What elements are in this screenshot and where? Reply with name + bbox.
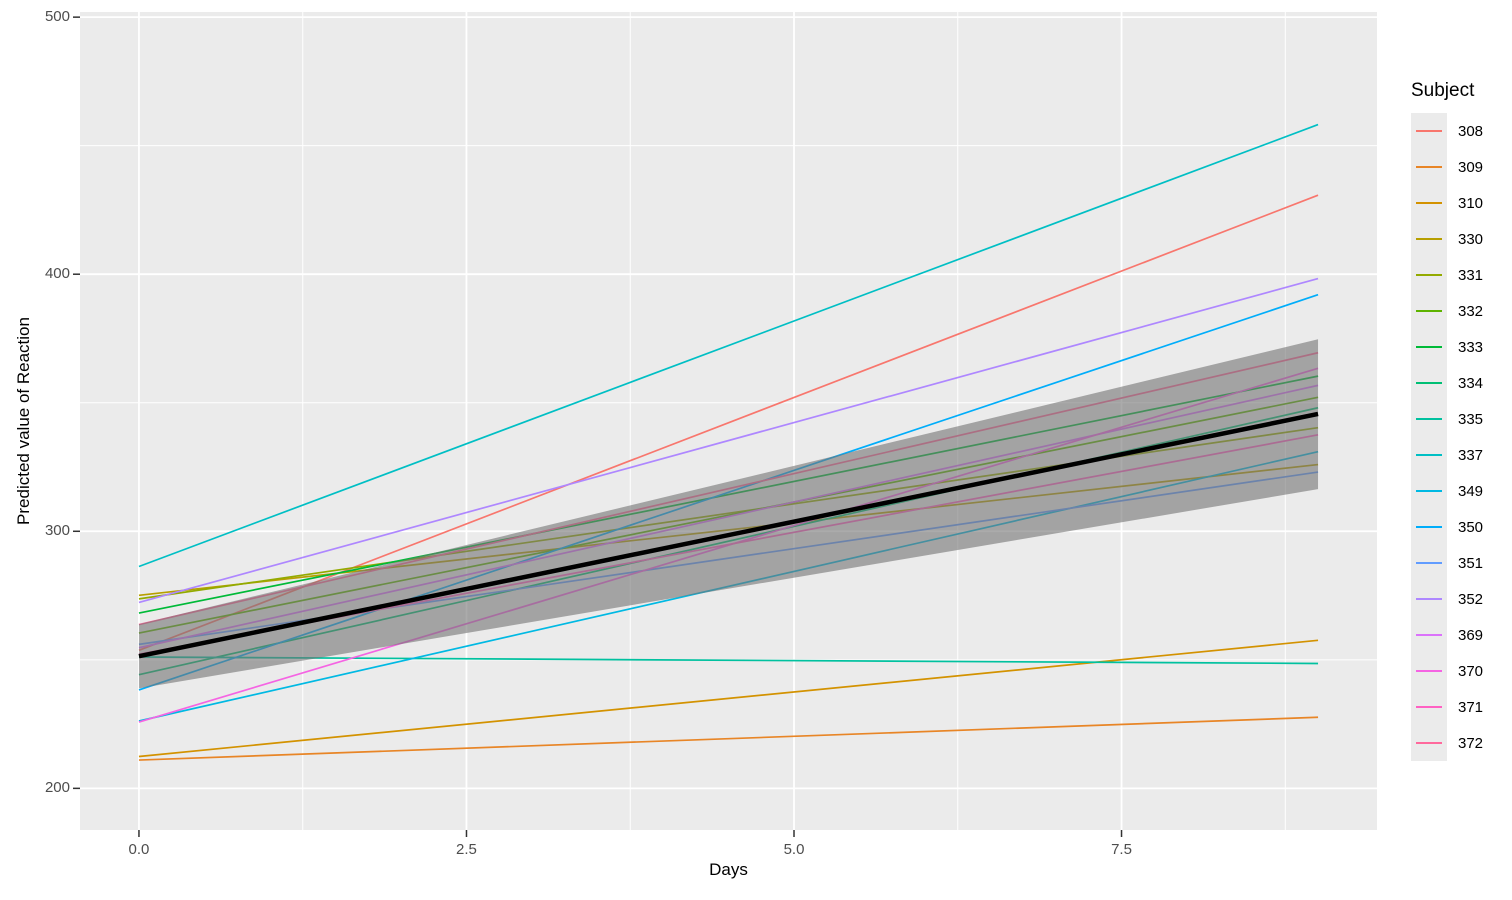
legend-label: 350 [1458,518,1484,536]
legend-line-swatch [1416,381,1442,385]
y-tick-label: 300 [44,522,70,540]
legend-line-swatch [1416,165,1442,169]
legend-key [1411,365,1447,401]
legend-label: 310 [1458,194,1484,212]
subject-line-308 [138,194,1319,652]
y-axis-title: Predicted value of Reaction [14,317,33,525]
legend-line-swatch [1416,417,1442,421]
legend-item-310: 310 [1411,185,1511,221]
legend-key [1411,149,1447,185]
legend-key [1411,509,1447,545]
legend-line-swatch [1416,201,1442,205]
legend-items: 308 309 310 330 331 332 333 334 335 337 349 350 351 3… [1411,113,1511,761]
legend-label: 369 [1458,626,1484,644]
legend-item-335: 335 [1411,401,1511,437]
subject-line-337 [138,123,1319,568]
legend-line-swatch [1416,597,1442,601]
legend-item-372: 372 [1411,725,1511,761]
legend-label: 335 [1458,410,1484,428]
y-tick-label: 200 [44,779,70,797]
x-axis-title: Days [709,860,748,879]
legend-item-308: 308 [1411,113,1511,149]
legend-label: 349 [1458,482,1484,500]
legend-label: 330 [1458,230,1484,248]
y-tick-label: 500 [44,8,70,26]
legend-label: 309 [1458,158,1484,176]
legend-key [1411,473,1447,509]
subject-line-352 [138,277,1319,604]
legend-item-352: 352 [1411,581,1511,617]
y-tick-label: 400 [44,265,70,283]
subject-line-309 [138,716,1319,761]
confidence-ribbon [138,339,1319,689]
legend-label: 352 [1458,590,1484,608]
legend-key [1411,545,1447,581]
legend-item-349: 349 [1411,473,1511,509]
legend-key [1411,293,1447,329]
legend-line-swatch [1416,345,1442,349]
legend-item-351: 351 [1411,545,1511,581]
legend-label: 337 [1458,446,1484,464]
legend-key [1411,617,1447,653]
legend-item-369: 369 [1411,617,1511,653]
legend-line-swatch [1416,741,1442,745]
legend-key [1411,221,1447,257]
legend-line-swatch [1416,453,1442,457]
legend-label: 333 [1458,338,1484,356]
legend-line-swatch [1416,705,1442,709]
legend-key [1411,401,1447,437]
subject-line-310 [138,639,1319,758]
legend-item-350: 350 [1411,509,1511,545]
legend-key [1411,437,1447,473]
x-tick-label: 2.5 [456,841,477,858]
legend-item-309: 309 [1411,149,1511,185]
legend-label: 332 [1458,302,1484,320]
legend-key [1411,329,1447,365]
legend-label: 372 [1458,734,1484,752]
legend-key [1411,653,1447,689]
fixed-effect-line [138,411,1319,659]
legend-line-swatch [1416,525,1442,529]
legend-key [1411,689,1447,725]
legend-line-swatch [1416,633,1442,637]
legend-label: 351 [1458,554,1484,572]
legend-key [1411,257,1447,293]
legend-line-swatch [1416,489,1442,493]
legend-item-331: 331 [1411,257,1511,293]
legend: Subject 308 309 310 330 331 332 333 334 335 337 34… [1411,79,1511,761]
legend-title: Subject [1411,80,1475,101]
subject-line-335 [138,656,1319,665]
legend-line-swatch [1416,273,1442,277]
x-tick-label: 0.0 [128,841,150,858]
legend-key [1411,185,1447,221]
x-tick-label: 5.0 [783,841,805,858]
legend-line-swatch [1416,561,1442,565]
legend-label: 331 [1458,266,1484,284]
legend-key [1411,725,1447,761]
legend-line-swatch [1416,129,1442,133]
legend-item-333: 333 [1411,329,1511,365]
legend-item-330: 330 [1411,221,1511,257]
legend-label: 370 [1458,662,1484,680]
legend-label: 371 [1458,698,1484,716]
legend-line-swatch [1416,237,1442,241]
legend-label: 308 [1458,122,1484,140]
legend-line-swatch [1416,669,1442,673]
legend-item-371: 371 [1411,689,1511,725]
x-tick-label: 7.5 [1111,841,1132,858]
legend-key [1411,113,1447,149]
legend-item-332: 332 [1411,293,1511,329]
legend-item-334: 334 [1411,365,1511,401]
legend-key [1411,581,1447,617]
legend-line-swatch [1416,309,1442,313]
legend-item-337: 337 [1411,437,1511,473]
legend-item-370: 370 [1411,653,1511,689]
legend-label: 334 [1458,374,1484,392]
